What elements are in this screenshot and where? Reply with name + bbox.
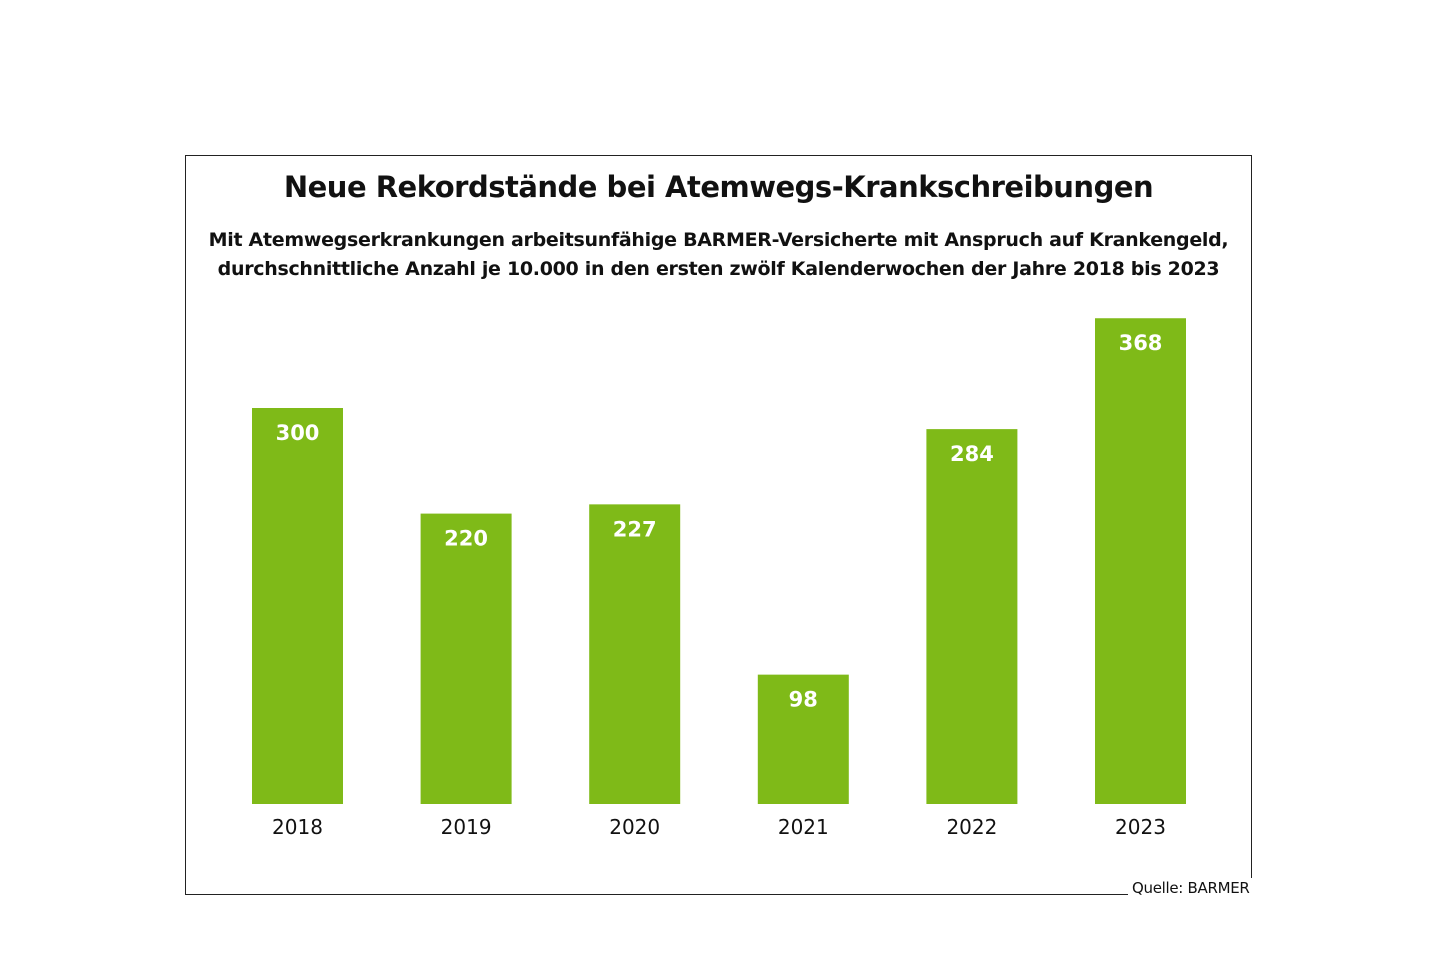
data-label-2020: 227 — [613, 517, 657, 541]
x-tick-label-2022: 2022 — [946, 815, 997, 839]
chart-subtitle-line-2: durchschnittliche Anzahl je 10.000 in de… — [217, 258, 1220, 280]
chart-subtitle-line-1: Mit Atemwegserkrankungen arbeitsunfähige… — [208, 229, 1229, 251]
bar-2022 — [926, 429, 1018, 804]
data-label-2022: 284 — [950, 442, 994, 466]
x-tick-label-2020: 2020 — [609, 815, 660, 839]
x-tick-label-2019: 2019 — [441, 815, 492, 839]
data-label-2018: 300 — [276, 421, 320, 445]
data-label-2019: 220 — [444, 527, 488, 551]
frame-border-left — [185, 155, 186, 895]
frame-border-right — [1251, 155, 1252, 878]
bar-2023 — [1095, 318, 1186, 804]
bar-2020 — [589, 504, 681, 804]
frame-border-top — [185, 155, 1252, 156]
bar-2021 — [757, 674, 849, 804]
x-tick-label-2018: 2018 — [272, 815, 323, 839]
source-note: Quelle: BARMER — [1132, 879, 1250, 897]
x-tick-label-2021: 2021 — [778, 815, 829, 839]
bar-2019 — [420, 513, 512, 804]
x-tick-label-2023: 2023 — [1115, 815, 1166, 839]
chart-title: Neue Rekordstände bei Atemwegs-Krankschr… — [283, 170, 1154, 204]
bar-2018 — [252, 408, 343, 804]
data-label-2023: 368 — [1119, 331, 1163, 355]
data-label-2021: 98 — [789, 688, 818, 712]
frame-border-bottom — [185, 894, 1128, 895]
